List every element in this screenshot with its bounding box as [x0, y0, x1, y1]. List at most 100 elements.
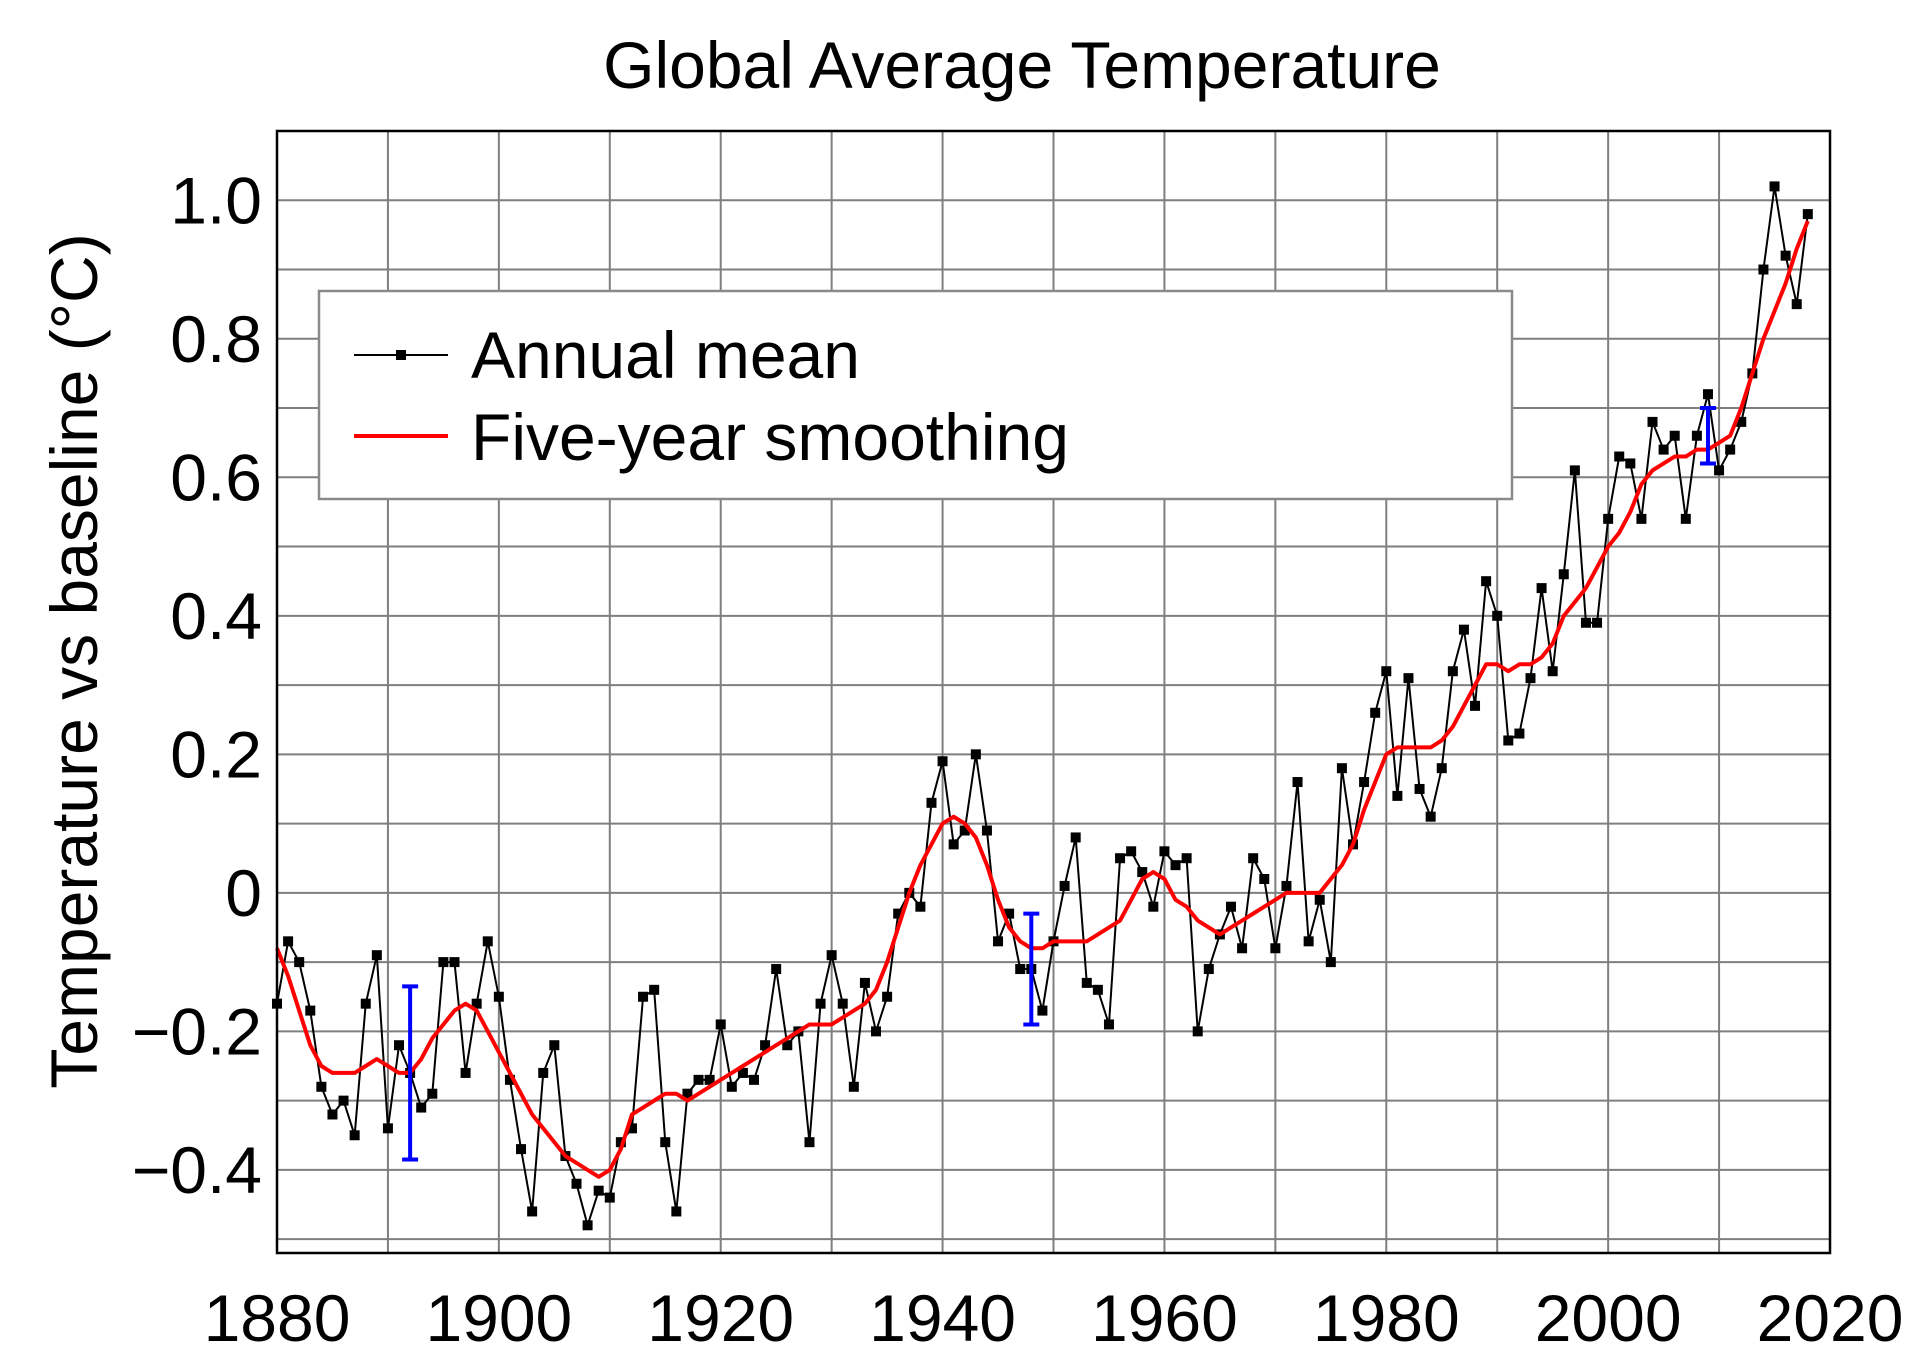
data-point-annual-mean	[771, 964, 782, 975]
data-point-annual-mean	[1614, 451, 1625, 462]
data-point-annual-mean	[1203, 964, 1214, 975]
data-point-annual-mean	[416, 1102, 427, 1113]
data-point-annual-mean	[1403, 673, 1414, 684]
data-point-annual-mean	[1514, 728, 1525, 739]
data-point-annual-mean	[1736, 416, 1747, 427]
error-bar	[1023, 911, 1040, 1027]
data-point-annual-mean	[593, 1185, 604, 1196]
data-point-annual-mean	[1359, 777, 1370, 788]
legend-label-annual-mean: Annual mean	[471, 318, 860, 392]
data-point-annual-mean	[1603, 513, 1614, 524]
data-point-annual-mean	[1148, 901, 1159, 912]
legend-box	[317, 289, 1514, 501]
data-point-annual-mean	[1137, 867, 1148, 878]
data-point-annual-mean	[1558, 569, 1569, 580]
data-point-annual-mean	[1392, 790, 1403, 801]
data-point-annual-mean	[671, 1206, 682, 1217]
data-point-annual-mean	[1303, 936, 1314, 947]
data-point-annual-mean	[1625, 458, 1636, 469]
data-point-annual-mean	[471, 998, 482, 1009]
data-point-annual-mean	[427, 1088, 438, 1099]
data-point-annual-mean	[1292, 777, 1303, 788]
y-tick-label: −0.4	[132, 1133, 262, 1207]
data-point-annual-mean	[1802, 209, 1813, 220]
data-point-annual-mean	[926, 797, 937, 808]
data-point-annual-mean	[1126, 846, 1137, 857]
data-point-annual-mean	[460, 1067, 471, 1078]
y-axis-ticks: −0.4 −0.2 0 0.2 0.4 0.6 0.8 1.0	[132, 163, 262, 1207]
legend-label-five-year-smoothing: Five-year smoothing	[471, 400, 1069, 474]
data-point-annual-mean	[371, 950, 382, 961]
y-tick-label: 0	[225, 856, 262, 930]
data-point-annual-mean	[848, 1081, 859, 1092]
data-point-annual-mean	[615, 1137, 626, 1148]
data-point-annual-mean	[1425, 811, 1436, 822]
x-tick-label: 1920	[647, 1281, 794, 1355]
y-tick-label: −0.2	[132, 994, 262, 1068]
data-point-annual-mean	[970, 749, 981, 760]
data-point-annual-mean	[1702, 389, 1713, 400]
data-point-annual-mean	[1059, 880, 1070, 891]
data-point-annual-mean	[604, 1192, 615, 1203]
legend: Annual mean Five-year smoothing	[317, 289, 1514, 501]
data-point-annual-mean	[1791, 299, 1802, 310]
error-bar	[402, 984, 419, 1162]
data-point-annual-mean	[1680, 513, 1691, 524]
data-point-annual-mean	[571, 1178, 582, 1189]
x-axis-ticks: 1880 1900 1920 1940 1960 1980 2000 2020	[204, 1281, 1904, 1355]
data-point-annual-mean	[1070, 832, 1081, 843]
plot-frame	[275, 129, 1832, 1255]
data-point-annual-mean	[737, 1067, 748, 1078]
y-tick-label: 0.2	[170, 717, 262, 791]
data-point-annual-mean	[715, 1019, 726, 1030]
data-point-annual-mean	[493, 991, 504, 1002]
data-point-annual-mean	[649, 984, 660, 995]
data-point-annual-mean	[804, 1137, 815, 1148]
data-point-annual-mean	[1458, 624, 1469, 635]
y-tick-label: 1.0	[170, 163, 262, 237]
data-point-annual-mean	[1259, 874, 1270, 884]
data-point-annual-mean	[349, 1130, 360, 1141]
data-point-annual-mean	[1181, 853, 1192, 864]
data-point-annual-mean	[626, 1123, 637, 1134]
data-point-annual-mean	[538, 1067, 549, 1078]
data-point-annual-mean	[1115, 853, 1126, 864]
data-point-annual-mean	[1237, 943, 1248, 954]
data-point-annual-mean	[1636, 513, 1647, 524]
data-point-annual-mean	[882, 991, 893, 1002]
data-point-annual-mean	[1170, 860, 1181, 871]
data-point-annual-mean	[294, 957, 305, 968]
data-point-annual-mean	[893, 908, 904, 919]
data-point-annual-mean	[549, 1040, 560, 1051]
data-point-annual-mean	[482, 936, 493, 947]
legend-marker-annual-mean-square	[396, 350, 406, 360]
series-line-five-year-smoothing	[275, 220, 1810, 1179]
data-point-annual-mean	[1281, 880, 1292, 891]
data-point-annual-mean	[1658, 444, 1669, 455]
data-point-annual-mean	[1314, 894, 1325, 905]
data-point-annual-mean	[760, 1040, 771, 1051]
data-point-annual-mean	[1225, 901, 1236, 912]
data-point-annual-mean	[1525, 673, 1536, 684]
data-point-annual-mean	[782, 1040, 793, 1051]
data-point-annual-mean	[1569, 465, 1580, 476]
data-point-annual-mean	[1647, 416, 1658, 427]
data-point-annual-mean	[948, 839, 959, 850]
data-point-annual-mean	[1691, 430, 1702, 441]
data-point-annual-mean	[981, 825, 992, 836]
data-point-annual-mean	[382, 1123, 393, 1134]
data-point-annual-mean	[1159, 846, 1170, 857]
data-point-annual-mean	[1769, 181, 1780, 192]
data-point-annual-mean	[516, 1144, 527, 1155]
data-point-annual-mean	[1370, 707, 1381, 718]
data-point-annual-mean	[726, 1081, 737, 1092]
plot-area	[272, 181, 1813, 1231]
y-axis-label: Temperature vs baseline (°C)	[37, 233, 111, 1088]
data-point-annual-mean	[316, 1081, 327, 1092]
data-point-annual-mean	[915, 901, 926, 912]
data-point-annual-mean	[1381, 666, 1392, 677]
data-point-annual-mean	[1092, 984, 1103, 995]
data-point-annual-mean	[871, 1026, 882, 1037]
data-point-annual-mean	[1470, 700, 1481, 711]
